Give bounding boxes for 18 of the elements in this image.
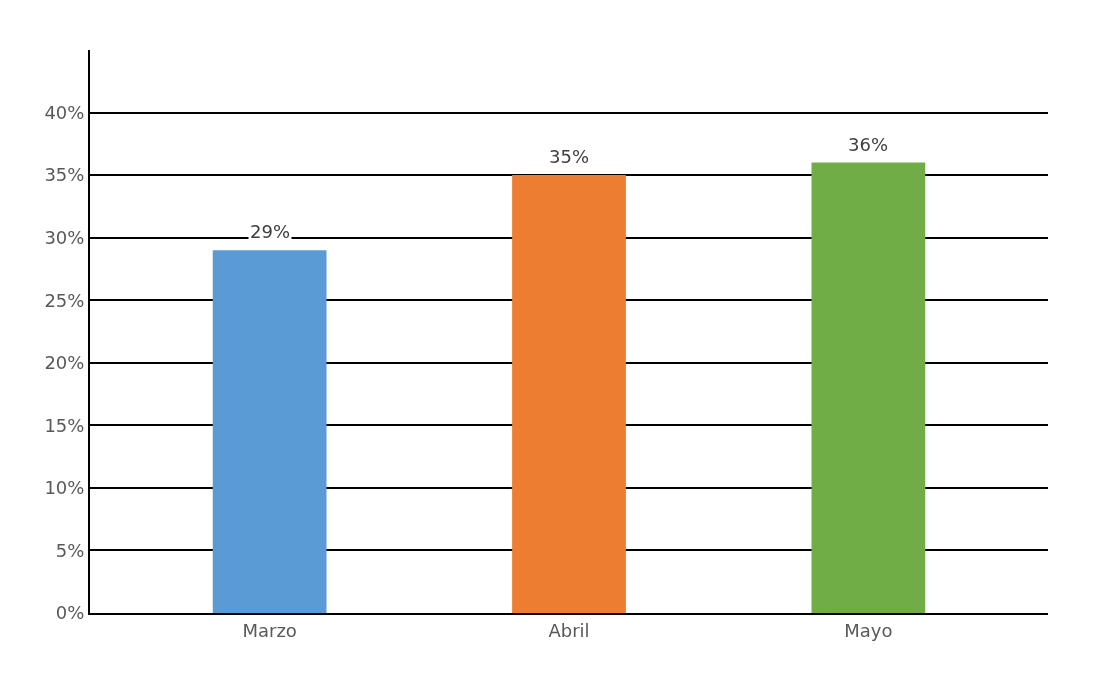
y-tick-label: 5% xyxy=(55,539,85,561)
y-tick-label: 0% xyxy=(55,602,85,624)
y-tick-label: 25% xyxy=(44,289,85,311)
data-label: 35% xyxy=(549,146,590,167)
bar xyxy=(212,250,327,613)
bar xyxy=(811,162,926,613)
x-tick-label: Marzo xyxy=(242,619,297,641)
y-tick-label: 20% xyxy=(44,352,85,374)
data-label: 29% xyxy=(250,221,291,242)
x-tick-label: Abril xyxy=(548,619,590,641)
y-tick-label: 15% xyxy=(44,414,85,436)
y-tick-label: 30% xyxy=(44,226,85,248)
y-tick-label: 40% xyxy=(44,101,85,123)
data-label: 36% xyxy=(848,134,889,155)
bar xyxy=(512,175,626,613)
x-tick-label: Mayo xyxy=(844,619,893,641)
y-tick-label: 10% xyxy=(44,477,85,499)
y-tick-label: 35% xyxy=(44,164,85,186)
